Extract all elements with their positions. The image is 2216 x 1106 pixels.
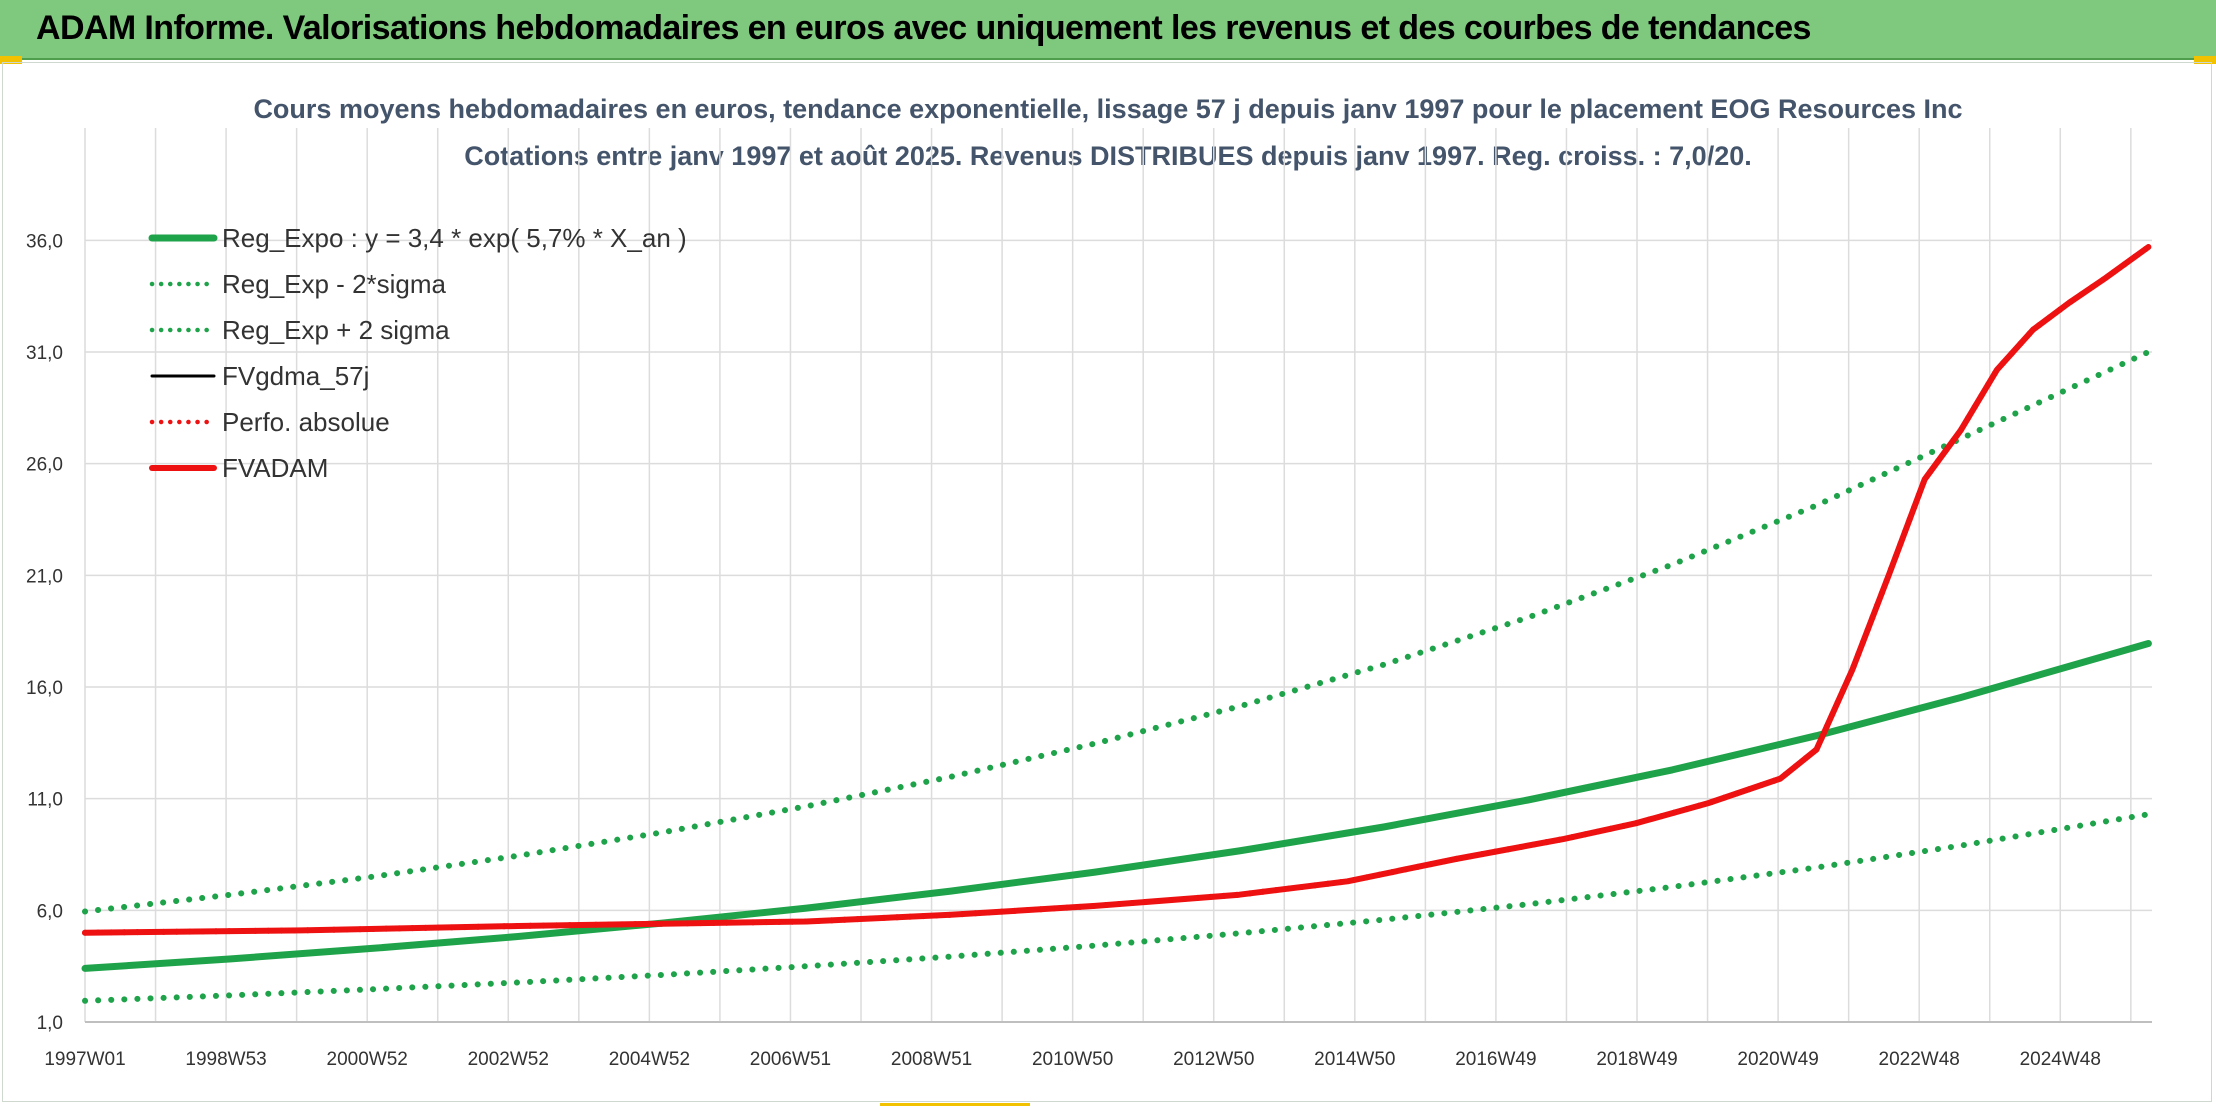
series-line-5 (82, 244, 2152, 936)
legend: Reg_Expo : y = 3,4 * exp( 5,7% * X_an ) R… (148, 223, 687, 483)
x-tick-label: 2000W52 (327, 1049, 408, 1070)
series-line-0 (81, 640, 2152, 972)
x-tick-label: 2004W52 (609, 1049, 690, 1070)
x-tick-label: 1998W53 (185, 1049, 266, 1070)
y-tick-label: 16,0 (26, 678, 63, 699)
legend-label: Reg_Expo : y = 3,4 * exp( 5,7% * X_an ) (222, 223, 687, 253)
x-tick-label: 2012W50 (1173, 1049, 1254, 1070)
x-tick-label: 2016W49 (1455, 1049, 1536, 1070)
legend-label: Reg_Exp + 2 sigma (222, 315, 450, 345)
x-tick-label: 2002W52 (468, 1049, 549, 1070)
x-axis: 1997W01 1998W53 2000W52 2002W52 2004W52 2006W… (44, 1021, 2152, 1070)
chart-grid (84, 128, 2152, 1023)
y-tick-label: 21,0 (26, 566, 63, 587)
legend-label: Reg_Exp - 2*sigma (222, 269, 447, 299)
x-tick-label: 2008W51 (891, 1049, 972, 1070)
y-axis: 1,0 6,0 11,0 16,0 21,0 26,0 31,0 36,0 (26, 231, 63, 1034)
series-line-2 (82, 349, 2152, 915)
x-tick-label: 2018W49 (1596, 1049, 1677, 1070)
series-line-3 (83, 245, 2150, 935)
series-line-1 (82, 811, 2152, 1004)
y-tick-label: 26,0 (26, 455, 63, 476)
legend-label: FVADAM (222, 453, 328, 483)
y-tick-label: 31,0 (26, 343, 63, 364)
x-tick-label: 2024W48 (2020, 1049, 2101, 1070)
chart-title: Cours moyens hebdomadaires en euros, ten… (253, 94, 1962, 124)
y-tick-label: 11,0 (27, 790, 63, 811)
series-line-4 (82, 244, 2152, 936)
series-layer (81, 244, 2152, 1004)
chart-frame (2, 62, 2212, 1102)
page-title: ADAM Informe. Valorisations hebdomadaire… (36, 9, 1811, 47)
x-tick-label: 2020W49 (1737, 1049, 1818, 1070)
y-tick-label: 36,0 (26, 231, 63, 252)
chart-subtitle: Cotations entre janv 1997 et août 2025. … (464, 141, 1751, 171)
bottom-accent (880, 1103, 1030, 1106)
y-tick-label: 1,0 (37, 1013, 63, 1034)
x-tick-label: 2014W50 (1314, 1049, 1395, 1070)
legend-label: Perfo. absolue (222, 407, 390, 437)
x-tick-label: 2010W50 (1032, 1049, 1113, 1070)
y-tick-label: 6,0 (37, 901, 63, 922)
header-banner: ADAM Informe. Valorisations hebdomadaire… (0, 0, 2216, 60)
corner-mark-left (0, 56, 22, 64)
x-tick-label: 1997W01 (44, 1049, 125, 1070)
corner-mark-right (2194, 56, 2216, 64)
legend-label: FVgdma_57j (222, 361, 369, 391)
x-tick-label: 2006W51 (750, 1049, 831, 1070)
x-tick-label: 2022W48 (1879, 1049, 1960, 1070)
